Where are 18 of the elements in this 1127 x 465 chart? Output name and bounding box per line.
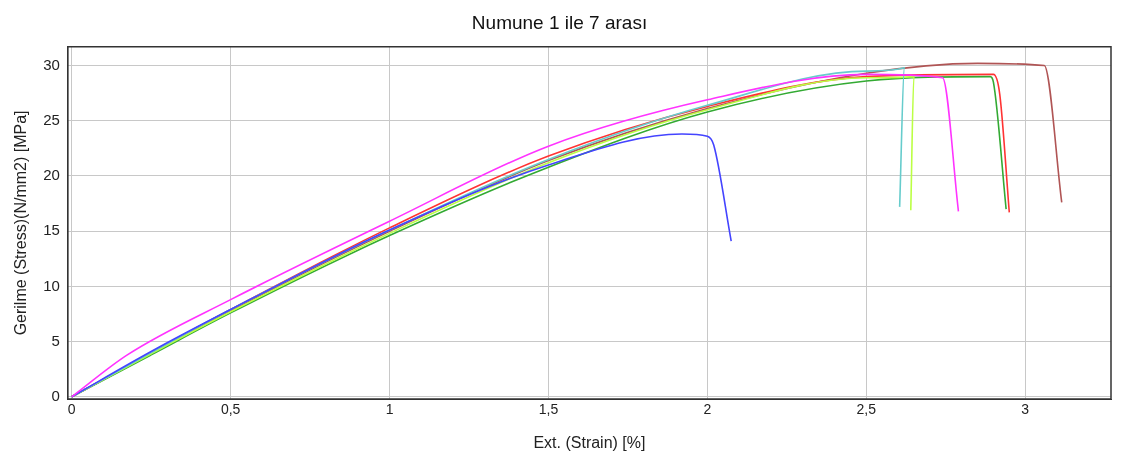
y-tick-label: 20 xyxy=(43,166,60,184)
x-tick-label: 2 xyxy=(703,401,712,418)
chart-title: Numune 1 ile 7 arası xyxy=(471,11,648,33)
line-series xyxy=(70,133,732,398)
x-tick-label: 0 xyxy=(67,401,76,418)
x-axis-title: Ext. (Strain) [%] xyxy=(533,433,646,451)
x-tick-label: 1 xyxy=(385,401,394,418)
x-tick-label: 3 xyxy=(1021,401,1030,418)
y-tick-label: 5 xyxy=(51,331,60,349)
y-axis-title: Gerilme (Stress)(N/mm2) [MPa] xyxy=(12,110,30,336)
y-tick-label: 30 xyxy=(43,55,60,73)
x-tick-label: 2,5 xyxy=(856,401,877,418)
y-tick-label: 15 xyxy=(43,221,60,239)
y-tick-label: 25 xyxy=(43,110,60,128)
x-tick-label: 0,5 xyxy=(220,401,241,418)
y-tick-label: 10 xyxy=(43,276,60,294)
y-tick-label: 0 xyxy=(51,386,60,404)
x-tick-label: 1,5 xyxy=(538,401,559,418)
